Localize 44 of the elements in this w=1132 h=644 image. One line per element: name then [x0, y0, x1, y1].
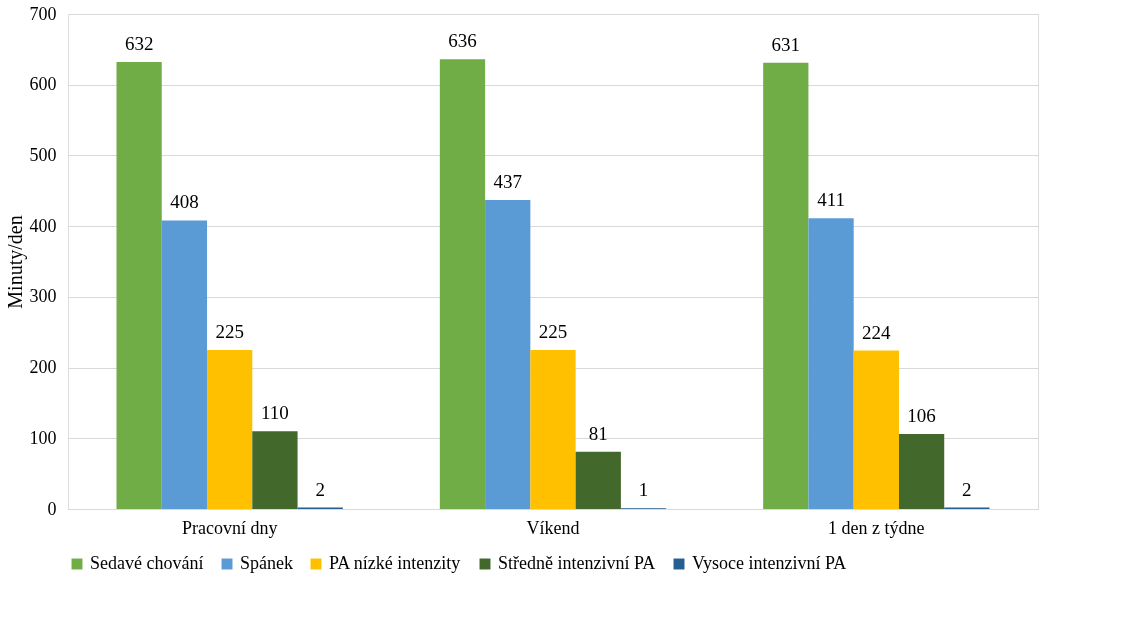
- bar: [808, 218, 854, 509]
- y-tick-label: 700: [29, 3, 57, 24]
- data-label: 636: [448, 30, 477, 52]
- data-label: 1: [638, 479, 649, 501]
- bar: [853, 350, 899, 509]
- data-label: 224: [862, 321, 892, 343]
- bar: [530, 349, 576, 509]
- x-tick-label: Pracovní dny: [181, 517, 278, 538]
- data-label: 632: [124, 33, 154, 55]
- data-label: 2: [962, 478, 972, 500]
- data-label: 2: [315, 478, 325, 500]
- y-tick-label: 500: [29, 144, 57, 165]
- x-tick-label: 1 den z týdne: [828, 517, 925, 538]
- y-tick-label: 300: [29, 286, 57, 307]
- x-tick-label: Víkend: [526, 517, 580, 538]
- y-tick-label: 200: [29, 357, 57, 378]
- legend-label: PA nízké intenzity: [329, 553, 461, 573]
- data-label: 110: [261, 402, 289, 424]
- bar: [161, 220, 208, 509]
- y-tick-label: 600: [29, 74, 57, 95]
- data-label: 408: [170, 191, 199, 213]
- legend-label: Středně intenzivní PA: [498, 553, 656, 573]
- y-tick-label: 0: [47, 498, 57, 519]
- legend-label: Vysoce intenzivní PA: [692, 553, 847, 573]
- legend-label: Sedavé chování: [90, 553, 204, 573]
- y-axis-title: Minuty/den: [3, 215, 27, 309]
- data-label: 225: [538, 320, 568, 342]
- bar: [252, 431, 298, 509]
- bar: [898, 434, 945, 509]
- bar: [207, 349, 253, 509]
- data-label: 631: [771, 33, 801, 55]
- legend-label: Spánek: [240, 553, 293, 573]
- y-tick-label: 400: [29, 215, 57, 236]
- bar: [439, 59, 486, 509]
- bar: [116, 62, 162, 509]
- data-label: 411: [817, 189, 845, 211]
- bar: [485, 199, 531, 509]
- data-label: 81: [588, 422, 608, 444]
- data-label: 437: [493, 170, 522, 192]
- bar: [575, 451, 621, 509]
- bar: [763, 62, 809, 509]
- y-tick-label: 100: [29, 427, 57, 448]
- data-label: 225: [215, 320, 244, 342]
- data-label: 106: [907, 405, 936, 427]
